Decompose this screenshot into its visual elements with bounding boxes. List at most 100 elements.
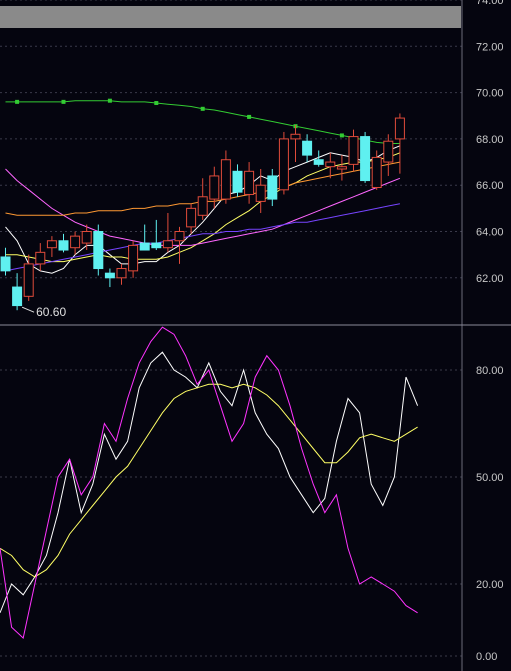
price-tick-label: 74.00: [476, 0, 504, 7]
candle-body-down: [302, 140, 313, 156]
candle: [220, 150, 231, 204]
candle-body-up: [209, 175, 220, 200]
candle: [348, 129, 359, 172]
candle-body-down: [151, 242, 162, 249]
candle-body-down: [104, 272, 115, 279]
candle: [197, 178, 208, 220]
candle-body-up: [336, 166, 347, 170]
candle: [278, 131, 289, 195]
candle-body-up: [197, 196, 208, 216]
chart-header-bar: [0, 6, 461, 28]
ma120-marker: [15, 99, 20, 104]
candle-body-down: [0, 256, 11, 272]
candle: [232, 164, 243, 197]
ma120-marker: [154, 101, 159, 106]
candle: [360, 131, 371, 183]
candle: [128, 240, 139, 278]
price-tick-label: 72.00: [476, 41, 504, 53]
candle: [290, 125, 301, 163]
ma120-marker: [200, 106, 205, 111]
candle-body-down: [139, 242, 150, 251]
indicator-tick-label: 50.00: [476, 472, 504, 484]
candle: [383, 134, 394, 176]
candle: [186, 203, 197, 234]
ma120-marker: [247, 114, 252, 119]
candle-body-up: [128, 244, 139, 272]
candle-body-up: [255, 184, 266, 202]
candle: [255, 168, 266, 213]
candle: [58, 233, 69, 253]
indicator-tick-label: 80.00: [476, 365, 504, 377]
low-price-annotation: 60.60: [21, 305, 66, 319]
candle-body-up: [186, 207, 197, 228]
candle-body-down: [232, 170, 243, 193]
price-tick-label: 68.00: [476, 134, 504, 146]
candle: [0, 247, 11, 276]
candle: [116, 263, 127, 285]
candle-body-down: [360, 136, 371, 182]
candle: [174, 226, 185, 264]
low-price-arrow: [21, 306, 35, 313]
candle: [35, 243, 46, 271]
candle: [209, 166, 220, 209]
candle: [267, 168, 278, 207]
low-price-label: 60.60: [36, 305, 66, 319]
candle: [70, 231, 81, 255]
moving-average-ma5: [5, 145, 401, 274]
candle-body-down: [93, 231, 104, 270]
candle-body-up: [174, 231, 185, 242]
price-tick-label: 66.00: [476, 180, 504, 192]
candle: [371, 150, 382, 190]
candle: [151, 219, 162, 251]
ma120-marker: [339, 133, 344, 138]
indicator-tick-label: 0.00: [476, 651, 497, 663]
candle: [139, 224, 150, 251]
candle: [23, 254, 34, 301]
candle-body-up: [23, 263, 34, 297]
candle-body-down: [313, 159, 324, 165]
candle-body-up: [325, 161, 336, 168]
candle-body-down: [267, 175, 278, 200]
price-tick-label: 62.00: [476, 273, 504, 285]
moving-average-ma60: [5, 203, 400, 272]
candle: [244, 162, 255, 204]
indicator-line-j: [0, 326, 418, 639]
moving-average-lines: [5, 98, 401, 274]
price-axis-ticks: 62.00 64.00 66.00 68.00 70.00 72.00 74.00: [476, 0, 504, 285]
candle-body-up: [162, 240, 173, 249]
candle: [394, 113, 405, 174]
candle: [12, 273, 23, 311]
candlestick-series: [0, 113, 405, 311]
candle: [302, 134, 313, 163]
candle-body-up: [244, 170, 255, 195]
candle-body-up: [35, 251, 46, 265]
ma120-marker: [61, 99, 66, 104]
price-tick-label: 70.00: [476, 88, 504, 100]
candle-body-up: [70, 235, 81, 249]
candle-body-up: [348, 136, 359, 165]
ma120-marker: [107, 98, 112, 103]
candle-body-up: [371, 156, 382, 189]
indicator-axis-ticks: 0.00 20.00 50.00 80.00: [476, 365, 504, 663]
candle: [162, 212, 173, 253]
candle: [336, 155, 347, 181]
candle: [93, 224, 104, 276]
price-tick-label: 64.00: [476, 227, 504, 239]
moving-average-ma20: [5, 168, 401, 246]
indicator-tick-label: 20.00: [476, 579, 504, 591]
candle-body-down: [58, 240, 69, 251]
candle: [313, 150, 324, 167]
candle-body-up: [290, 133, 301, 140]
candle-body-up: [116, 268, 127, 279]
indicator-grid: [0, 369, 462, 657]
candle-body-up: [394, 117, 405, 140]
candle-body-up: [220, 159, 231, 200]
candle-body-down: [12, 286, 23, 307]
indicator-line-d: [0, 383, 418, 578]
indicator-lines: [0, 326, 419, 639]
candle-body-up: [81, 231, 92, 244]
candle: [46, 236, 57, 257]
candle-body-up: [383, 140, 394, 163]
